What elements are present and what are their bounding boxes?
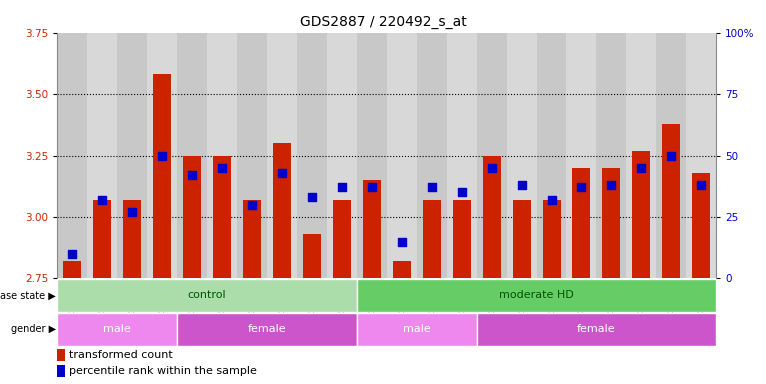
- Point: [365, 184, 378, 190]
- Point: [486, 165, 498, 171]
- Bar: [303, 234, 321, 278]
- Bar: [57, 349, 65, 361]
- Point: [456, 189, 468, 195]
- Bar: [363, 180, 381, 278]
- Bar: [57, 33, 87, 278]
- Point: [126, 209, 139, 215]
- Point: [67, 251, 79, 257]
- Text: disease state ▶: disease state ▶: [0, 290, 56, 301]
- Bar: [64, 261, 81, 278]
- Bar: [663, 124, 680, 278]
- Bar: [602, 168, 620, 278]
- Bar: [393, 261, 411, 278]
- Bar: [357, 279, 716, 312]
- Bar: [597, 33, 627, 278]
- Point: [97, 197, 109, 203]
- Bar: [656, 33, 686, 278]
- Text: GDS2887 / 220492_s_at: GDS2887 / 220492_s_at: [300, 15, 466, 29]
- Point: [545, 197, 558, 203]
- Bar: [423, 200, 440, 278]
- Point: [246, 202, 258, 208]
- Text: control: control: [188, 290, 227, 301]
- Bar: [686, 33, 716, 278]
- Point: [575, 184, 588, 190]
- Text: transformed count: transformed count: [69, 350, 172, 360]
- Point: [396, 238, 408, 245]
- Bar: [633, 151, 650, 278]
- Point: [306, 194, 318, 200]
- Bar: [153, 74, 172, 278]
- Text: male: male: [103, 324, 131, 334]
- Point: [156, 152, 169, 159]
- Bar: [57, 313, 177, 346]
- Point: [426, 184, 438, 190]
- Bar: [542, 200, 561, 278]
- Bar: [627, 33, 656, 278]
- Bar: [567, 33, 597, 278]
- Bar: [273, 143, 291, 278]
- Bar: [243, 200, 261, 278]
- Bar: [572, 168, 591, 278]
- Bar: [147, 33, 177, 278]
- Text: male: male: [403, 324, 430, 334]
- Text: female: female: [577, 324, 616, 334]
- Text: gender ▶: gender ▶: [11, 324, 56, 334]
- Bar: [237, 33, 267, 278]
- Bar: [536, 33, 567, 278]
- Bar: [57, 365, 65, 377]
- Bar: [476, 33, 506, 278]
- Bar: [387, 33, 417, 278]
- Bar: [267, 33, 297, 278]
- Bar: [483, 156, 501, 278]
- Bar: [57, 279, 357, 312]
- Bar: [357, 33, 387, 278]
- Bar: [506, 33, 536, 278]
- Point: [605, 182, 617, 188]
- Point: [216, 165, 228, 171]
- Bar: [177, 33, 207, 278]
- Bar: [327, 33, 357, 278]
- Bar: [87, 33, 117, 278]
- Bar: [453, 200, 470, 278]
- Point: [695, 182, 707, 188]
- Bar: [476, 313, 716, 346]
- Bar: [357, 313, 476, 346]
- Bar: [177, 313, 357, 346]
- Bar: [333, 200, 351, 278]
- Point: [276, 170, 288, 176]
- Bar: [297, 33, 327, 278]
- Bar: [123, 200, 141, 278]
- Point: [635, 165, 647, 171]
- Bar: [183, 156, 201, 278]
- Point: [665, 152, 677, 159]
- Point: [336, 184, 348, 190]
- Bar: [117, 33, 147, 278]
- Bar: [512, 200, 531, 278]
- Text: percentile rank within the sample: percentile rank within the sample: [69, 366, 257, 376]
- Bar: [692, 173, 710, 278]
- Text: moderate HD: moderate HD: [499, 290, 574, 301]
- Bar: [213, 156, 231, 278]
- Point: [186, 172, 198, 178]
- Bar: [447, 33, 476, 278]
- Text: female: female: [247, 324, 286, 334]
- Bar: [207, 33, 237, 278]
- Bar: [93, 200, 111, 278]
- Point: [516, 182, 528, 188]
- Bar: [417, 33, 447, 278]
